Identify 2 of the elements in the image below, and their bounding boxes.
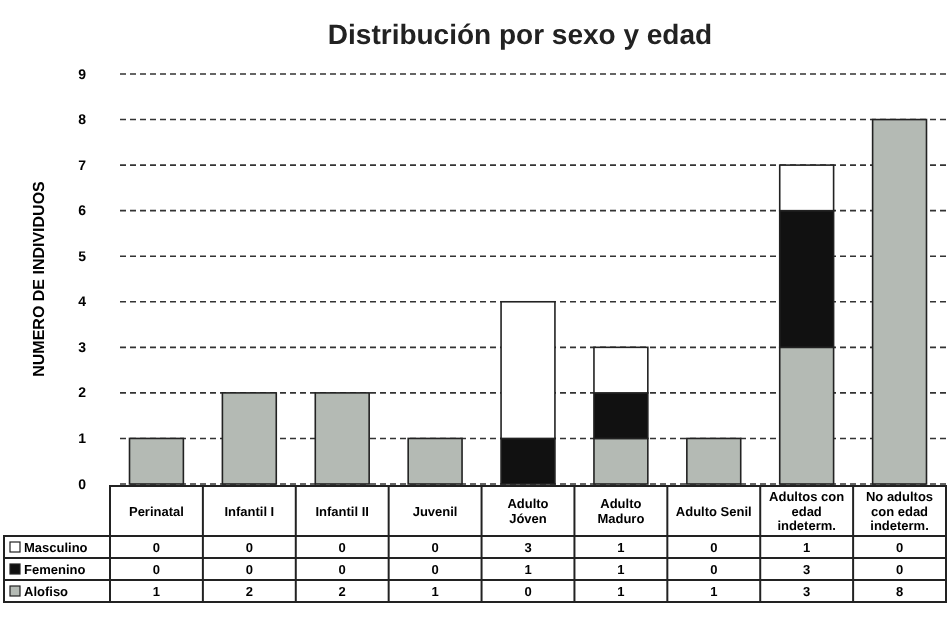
chart-title: Distribución por sexo y edad bbox=[327, 18, 713, 50]
y-axis-title: NUMERO DE INDIVIDUOS bbox=[30, 179, 48, 377]
